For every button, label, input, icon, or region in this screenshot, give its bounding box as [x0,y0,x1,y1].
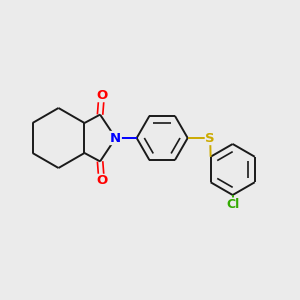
Text: S: S [206,131,215,145]
Text: Cl: Cl [226,198,239,211]
Text: N: N [110,131,121,145]
Text: O: O [96,174,107,188]
Text: O: O [96,88,107,102]
